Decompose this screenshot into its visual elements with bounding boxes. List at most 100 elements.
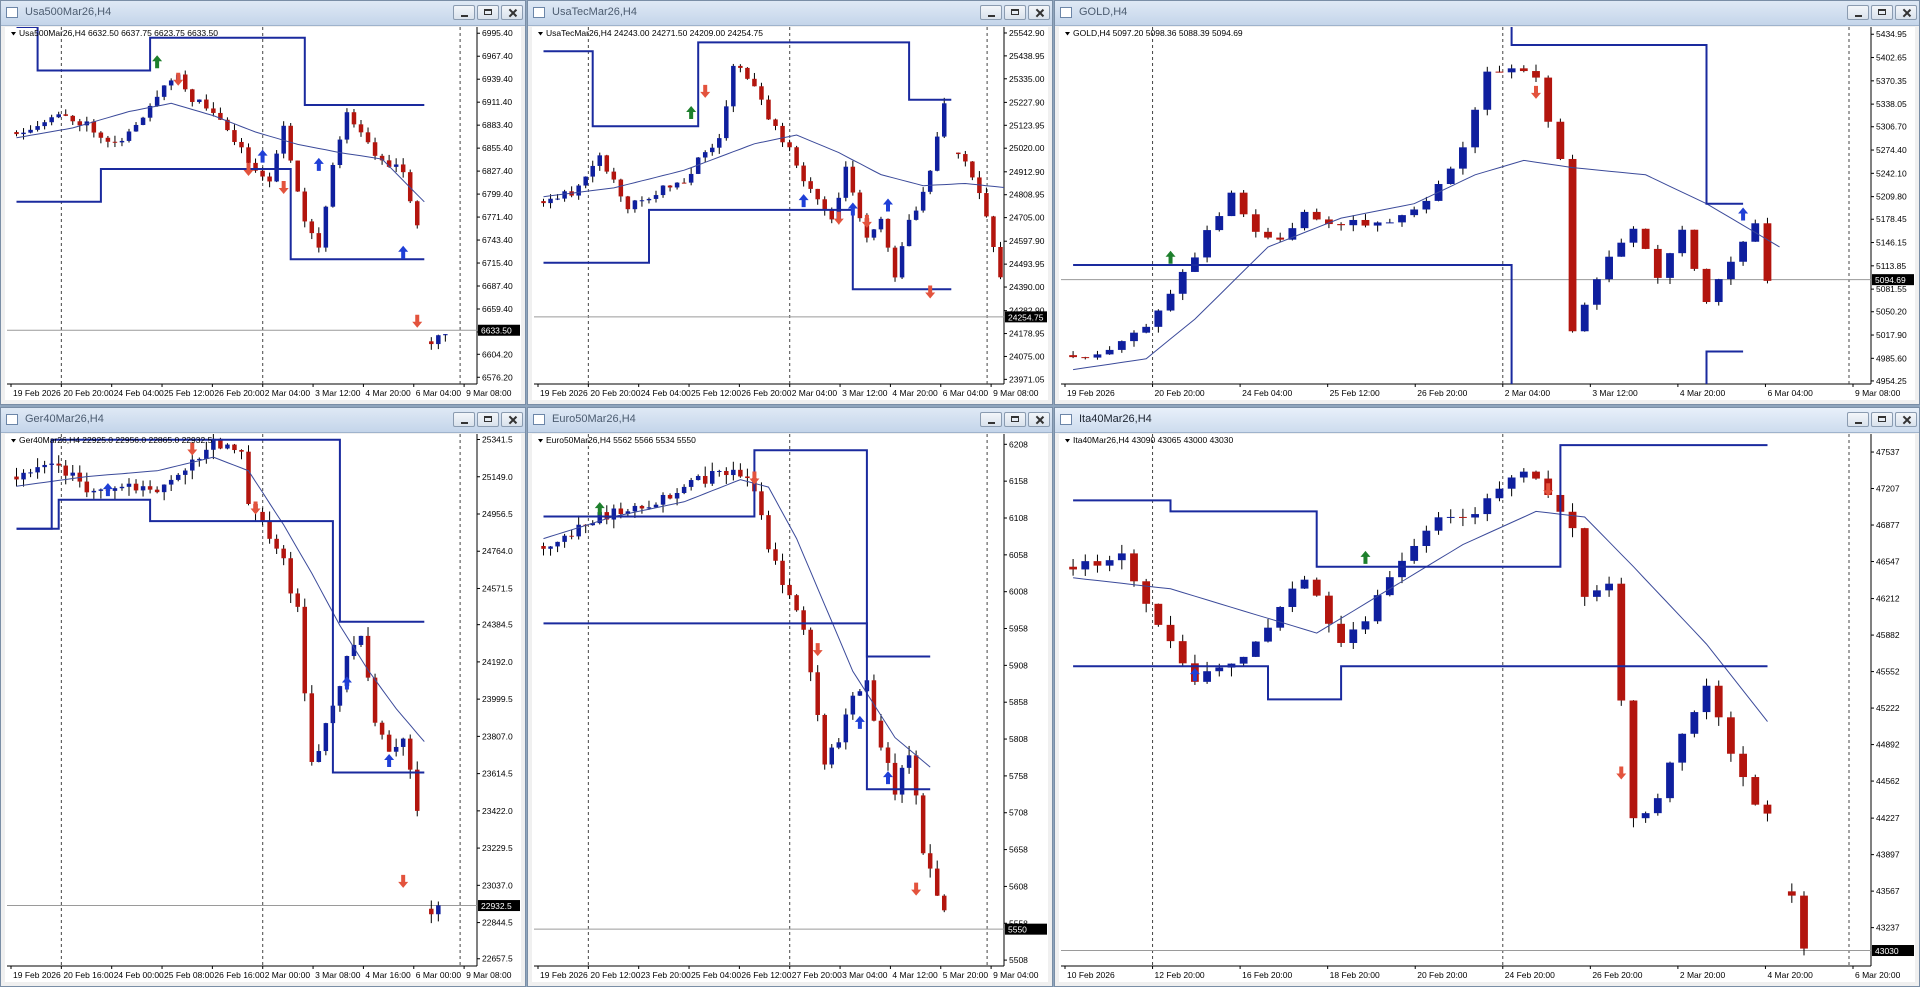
candle-body xyxy=(695,475,701,481)
candles xyxy=(1069,468,1808,956)
close-button[interactable] xyxy=(1028,412,1050,427)
minimize-button[interactable] xyxy=(453,5,475,20)
chart-plot-area[interactable]: 25341.5 25149.0 24956.5 24764.0 24571.5 24384… xyxy=(5,434,521,982)
candlestick-chart[interactable]: 47537 47207 46877 46547 46212 45882 45552 45222… xyxy=(1059,434,1915,982)
candle xyxy=(182,70,188,92)
candle-body xyxy=(562,191,567,199)
buy-signal-arrow xyxy=(1738,207,1749,221)
buy-signal-arrow xyxy=(384,753,395,767)
candle xyxy=(309,685,315,766)
minimize-button[interactable] xyxy=(1847,412,1869,427)
candlestick-chart[interactable]: 6208 6158 6108 6058 6008 5958 5908 5858 5808 5758… xyxy=(532,434,1048,982)
candle-body xyxy=(724,106,729,139)
chart-window-ita40[interactable]: Ita40Mar26,H4 47537 47207 46877 46547 46212 4… xyxy=(1054,407,1920,987)
price-tick-label: 5508 xyxy=(1009,955,1028,965)
candle xyxy=(302,598,308,702)
candlestick-chart[interactable]: 25341.5 25149.0 24956.5 24764.0 24571.5 24384… xyxy=(5,434,521,982)
candle xyxy=(934,860,940,896)
buy-signal-arrow xyxy=(152,55,163,69)
chart-window-usatec[interactable]: UsaTecMar26,H4 25542.90 25438.95 25335.00 2… xyxy=(527,0,1053,405)
time-tick-label: 6 Mar 00:00 xyxy=(416,970,462,980)
maximize-button[interactable] xyxy=(477,5,499,20)
chart-plot-area[interactable]: 25542.90 25438.95 25335.00 25227.90 25123.95… xyxy=(532,27,1048,400)
candle xyxy=(239,449,244,460)
close-button[interactable] xyxy=(1028,5,1050,20)
price-tick-label: 46547 xyxy=(1876,557,1900,567)
chart-window-icon xyxy=(1060,7,1072,18)
minimize-button[interactable] xyxy=(980,412,1002,427)
candle-body xyxy=(161,85,167,97)
chart-plot-area[interactable]: 5434.95 5402.65 5370.35 5338.05 5306.70 5274.… xyxy=(1059,27,1915,400)
candle-body xyxy=(211,108,216,113)
window-titlebar[interactable]: UsaTecMar26,H4 xyxy=(528,1,1052,26)
close-button[interactable] xyxy=(1895,5,1917,20)
candle xyxy=(1739,746,1747,787)
chart-plot-area[interactable]: 47537 47207 46877 46547 46212 45882 45552 45222… xyxy=(1059,434,1915,982)
sell-signal-arrow xyxy=(187,442,198,456)
time-tick-label: 4 Mar 20:00 xyxy=(1767,970,1813,980)
chart-plot-area[interactable]: 6208 6158 6108 6058 6008 5958 5908 5858 5808 5758… xyxy=(532,434,1048,982)
window-titlebar[interactable]: Usa500Mar26,H4 xyxy=(1,1,525,26)
window-titlebar[interactable]: Euro50Mar26,H4 xyxy=(528,408,1052,433)
candle-body xyxy=(35,467,40,473)
candle xyxy=(260,507,265,526)
candle-body xyxy=(632,505,638,512)
close-button[interactable] xyxy=(1895,412,1917,427)
maximize-button[interactable] xyxy=(1871,5,1893,20)
chart-window-gold[interactable]: GOLD,H4 5434.95 5402.65 5370.35 5338.05 5306… xyxy=(1054,0,1920,405)
candle-body xyxy=(1325,219,1333,225)
candle xyxy=(963,150,968,167)
candles xyxy=(14,434,441,924)
candle xyxy=(1422,196,1431,214)
candle-body xyxy=(288,125,293,161)
close-button[interactable] xyxy=(501,412,523,427)
window-titlebar[interactable]: GOLD,H4 xyxy=(1055,1,1919,26)
candlestick-chart[interactable]: 6995.40 6967.40 6939.40 6911.40 6883.40 6855.… xyxy=(5,27,521,400)
time-tick-label: 19 Feb 2026 xyxy=(1067,388,1115,398)
candle xyxy=(1398,214,1406,227)
chart-plot-area[interactable]: 6995.40 6967.40 6939.40 6911.40 6883.40 6855.… xyxy=(5,27,521,400)
maximize-button[interactable] xyxy=(1004,5,1026,20)
candle xyxy=(197,457,202,467)
close-button[interactable] xyxy=(501,5,523,20)
candle xyxy=(618,178,624,202)
maximize-button[interactable] xyxy=(477,412,499,427)
candle xyxy=(1483,493,1492,522)
candle xyxy=(892,753,898,801)
candle xyxy=(147,103,153,122)
candlestick-chart[interactable]: 5434.95 5402.65 5370.35 5338.05 5306.70 5274.… xyxy=(1059,27,1915,400)
time-tick-label: 9 Mar 08:00 xyxy=(466,970,512,980)
candle-body xyxy=(1568,158,1577,332)
maximize-button[interactable] xyxy=(1004,412,1026,427)
candle-body xyxy=(358,124,364,133)
candle xyxy=(1264,618,1272,643)
maximize-button[interactable] xyxy=(1871,412,1893,427)
time-tick-label: 4 Mar 16:00 xyxy=(365,970,411,980)
current-price-label: 43030 xyxy=(1875,946,1899,956)
candle-body xyxy=(1629,228,1638,243)
window-titlebar[interactable]: Ger40Mar26,H4 xyxy=(1,408,525,433)
minimize-button[interactable] xyxy=(453,412,475,427)
chart-window-euro50[interactable]: Euro50Mar26,H4 6208 6158 6108 6058 6008 5958 5… xyxy=(527,407,1053,987)
window-titlebar[interactable]: Ita40Mar26,H4 xyxy=(1055,408,1919,433)
candle-body xyxy=(1276,606,1285,628)
candle-body xyxy=(766,99,771,120)
candle-body xyxy=(1264,627,1272,642)
price-tick-label: 25438.95 xyxy=(1009,51,1045,61)
chart-window-icon xyxy=(533,7,545,18)
candle xyxy=(1117,340,1126,353)
chart-window-usa500[interactable]: Usa500Mar26,H4 6995.40 6967.40 6939.40 6911… xyxy=(0,0,526,405)
candlestick-chart[interactable]: 25542.90 25438.95 25335.00 25227.90 25123.95… xyxy=(532,27,1048,400)
minimize-button[interactable] xyxy=(1847,5,1869,20)
sell-signal-arrow xyxy=(278,181,289,195)
candle-body xyxy=(1251,641,1260,657)
price-tick-label: 24808.95 xyxy=(1009,190,1045,200)
channel-lower-line xyxy=(16,498,425,774)
minimize-button[interactable] xyxy=(980,5,1002,20)
chart-window-ger40[interactable]: Ger40Mar26,H4 25341.5 25149.0 24956.5 24764… xyxy=(0,407,526,987)
candle-body xyxy=(316,751,322,762)
candle-body xyxy=(1653,798,1662,814)
candle xyxy=(1215,212,1224,232)
buy-signal-arrow xyxy=(594,502,605,516)
candle-body xyxy=(611,171,617,180)
